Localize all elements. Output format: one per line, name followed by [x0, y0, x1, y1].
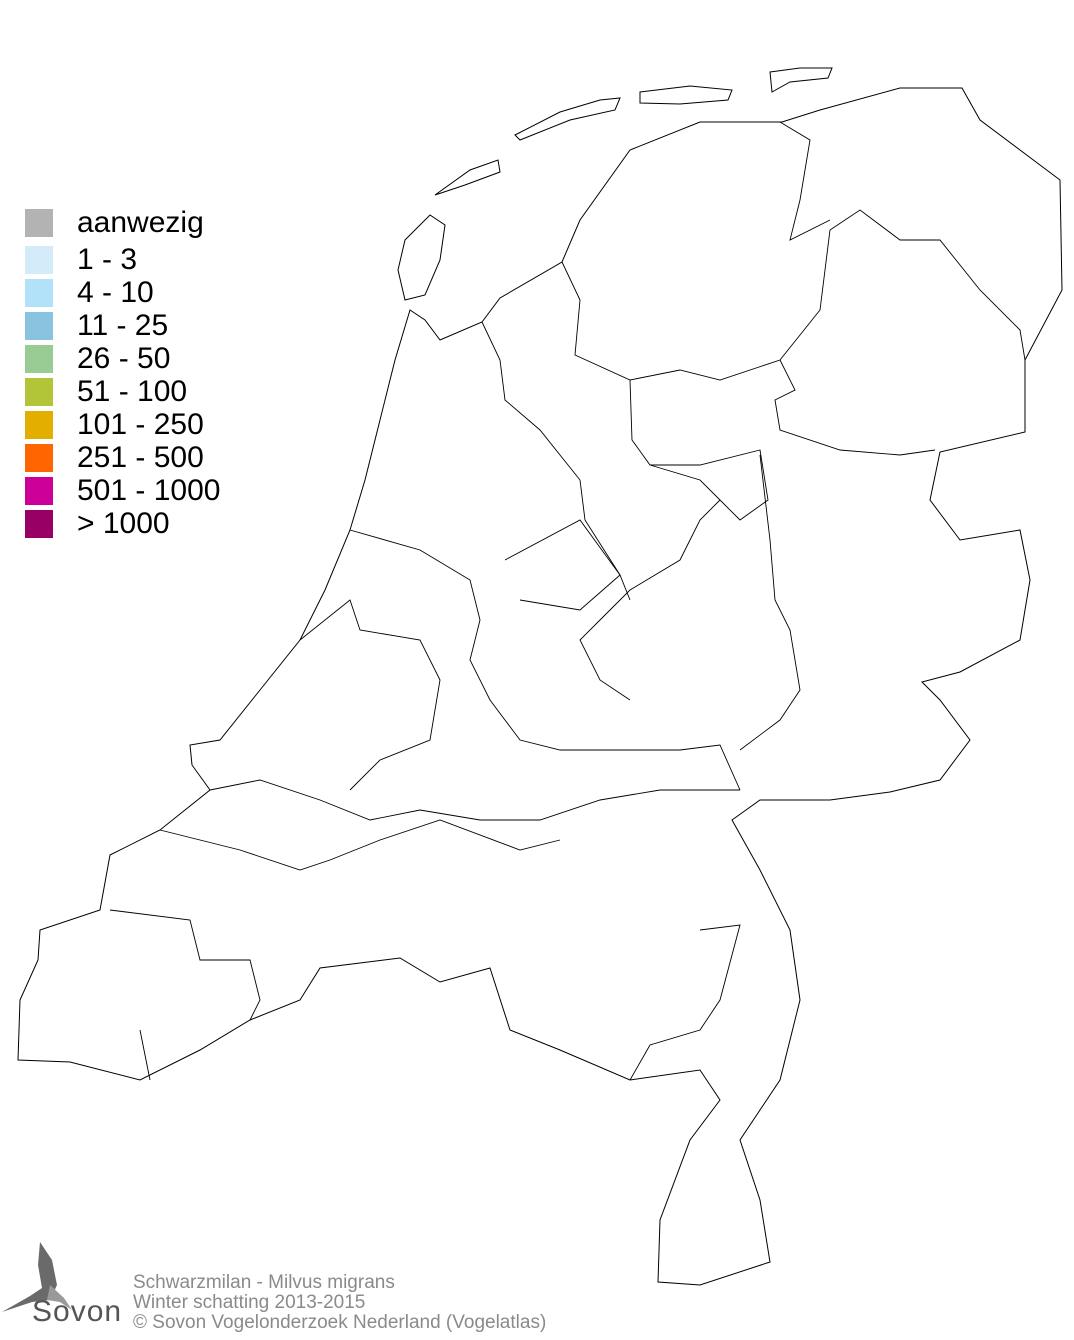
legend-label: 11 - 25: [77, 308, 169, 342]
legend-swatch: [25, 311, 53, 340]
species-name: Schwarzmilan - Milvus migrans: [133, 1272, 395, 1293]
legend-swatch: [25, 476, 53, 505]
period: Winter schatting 2013-2015: [133, 1292, 366, 1313]
legend-label: 4 - 10: [77, 275, 154, 309]
logo-text: Sovon: [32, 1295, 123, 1328]
legend-label: > 1000: [77, 506, 170, 540]
legend-item: aanwezig: [25, 203, 220, 243]
legend-swatch: [25, 509, 53, 538]
legend-swatch: [25, 245, 53, 274]
legend: aanwezig 1 - 3 4 - 10 11 - 25 26 - 50 51…: [25, 203, 220, 540]
legend-item: 51 - 100: [25, 375, 220, 408]
legend-item: 251 - 500: [25, 441, 220, 474]
copyright: © Sovon Vogelonderzoek Nederland (Vogela…: [133, 1312, 547, 1333]
legend-item: 1 - 3: [25, 243, 220, 276]
legend-label: 51 - 100: [77, 374, 188, 408]
legend-label: 251 - 500: [77, 440, 204, 474]
legend-label: 26 - 50: [77, 341, 171, 375]
legend-item: 11 - 25: [25, 309, 220, 342]
legend-item: 4 - 10: [25, 276, 220, 309]
legend-item: > 1000: [25, 507, 220, 540]
legend-label: 1 - 3: [77, 242, 138, 276]
province-borders: [109, 121, 1026, 1081]
island-ameland: [639, 85, 733, 105]
legend-item: 101 - 250: [25, 408, 220, 441]
legend-swatch: [25, 443, 53, 472]
legend-swatch: [25, 278, 53, 307]
legend-swatch: [25, 377, 53, 406]
map-credits: Schwarzmilan - Milvus migrans Winter sch…: [133, 1273, 546, 1333]
island-schiermonnikoog: [769, 67, 833, 93]
island-terschelling: [514, 97, 621, 141]
legend-label: 101 - 250: [77, 407, 204, 441]
legend-swatch: [25, 410, 53, 439]
legend-label: 501 - 1000: [77, 473, 221, 507]
legend-swatch: [25, 209, 53, 237]
legend-swatch: [25, 344, 53, 373]
legend-label: aanwezig: [77, 206, 204, 239]
legend-item: 501 - 1000: [25, 474, 220, 507]
mainland-outline: [17, 87, 1063, 1286]
island-vlieland: [434, 159, 501, 196]
sovon-swallow-logo: [2, 1242, 72, 1312]
legend-item: 26 - 50: [25, 342, 220, 375]
island-texel: [397, 214, 446, 301]
